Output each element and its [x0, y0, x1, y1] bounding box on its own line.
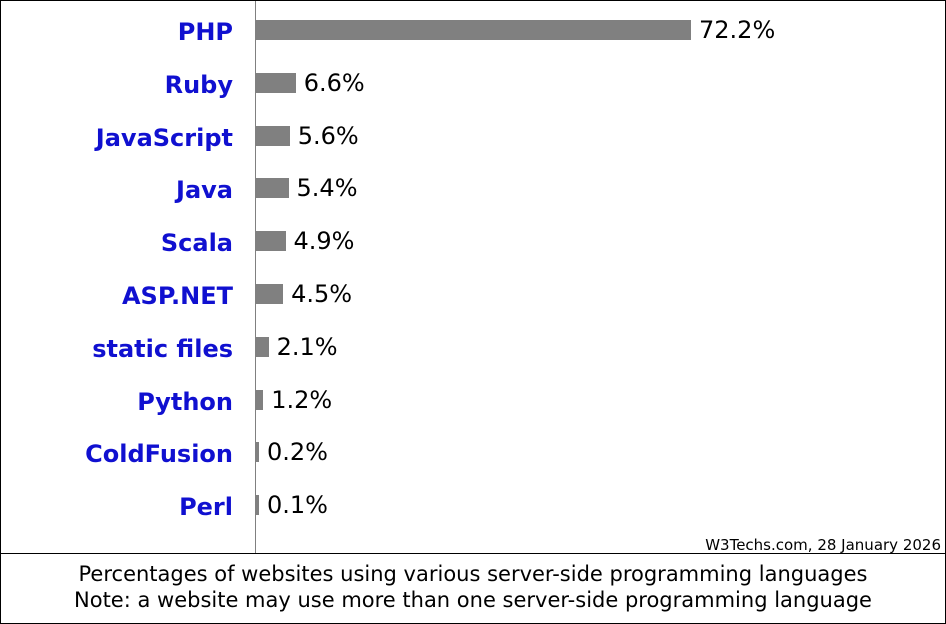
category-label-perl[interactable]: Perl	[179, 493, 233, 521]
category-link-javascript[interactable]: JavaScript	[95, 123, 233, 152]
category-label-php[interactable]: PHP	[178, 18, 233, 46]
category-link-java[interactable]: Java	[176, 176, 233, 205]
value-label-asp-net: 4.5%	[291, 280, 353, 308]
category-link-asp-net[interactable]: ASP.NET	[121, 282, 233, 310]
chart-plot-area: PHP 72.2% Ruby 6.6% JavaScript 5.6% Java 5.4% Sc…	[1, 1, 945, 553]
caption-divider	[1, 553, 945, 554]
category-link-coldfusion[interactable]: ColdFusion	[85, 440, 233, 469]
chart-caption: Percentages of websites using various se…	[1, 561, 945, 613]
category-label-javascript[interactable]: JavaScript	[96, 124, 233, 152]
category-label-asp-net[interactable]: ASP.NET	[122, 282, 233, 310]
category-link-perl[interactable]: Perl	[179, 493, 233, 522]
bar-static-files	[256, 336, 269, 357]
bar-ruby	[256, 72, 296, 93]
value-label-javascript: 5.6%	[297, 121, 359, 150]
value-label-python: 1.2%	[271, 385, 333, 414]
value-label-java: 5.4%	[296, 174, 358, 203]
bar-asp-net	[256, 284, 284, 304]
value-label-perl: 0.1%	[267, 491, 328, 520]
category-link-ruby[interactable]: Ruby	[164, 70, 233, 99]
category-link-php[interactable]: PHP	[177, 18, 233, 46]
category-label-python[interactable]: Python	[137, 388, 233, 416]
category-label-static-files[interactable]: static files	[92, 335, 233, 363]
value-label-ruby: 6.6%	[303, 68, 365, 97]
y-axis-line	[255, 1, 256, 553]
category-link-static-files[interactable]: static files	[92, 334, 233, 363]
bar-python	[256, 389, 264, 410]
category-label-java[interactable]: Java	[176, 176, 233, 204]
category-label-ruby[interactable]: Ruby	[165, 71, 233, 99]
category-label-coldfusion[interactable]: ColdFusion	[85, 440, 233, 468]
value-label-scala: 4.9%	[293, 227, 355, 256]
category-link-python[interactable]: Python	[137, 387, 233, 416]
category-label-scala[interactable]: Scala	[161, 229, 233, 257]
bar-javascript	[256, 125, 290, 146]
caption-line-1: Percentages of websites using various se…	[78, 562, 868, 586]
bar-perl	[256, 495, 259, 516]
source-credit: W3Techs.com, 28 January 2026	[705, 536, 941, 554]
value-label-static-files: 2.1%	[276, 332, 338, 361]
value-label-php: 72.2%	[699, 16, 776, 44]
value-label-coldfusion: 0.2%	[267, 438, 328, 467]
bar-php	[256, 20, 691, 40]
category-link-scala[interactable]: Scala	[160, 229, 233, 258]
bar-scala	[256, 231, 286, 252]
bar-coldfusion	[256, 442, 259, 463]
bar-java	[256, 178, 289, 199]
caption-line-2: Note: a website may use more than one se…	[74, 588, 872, 612]
